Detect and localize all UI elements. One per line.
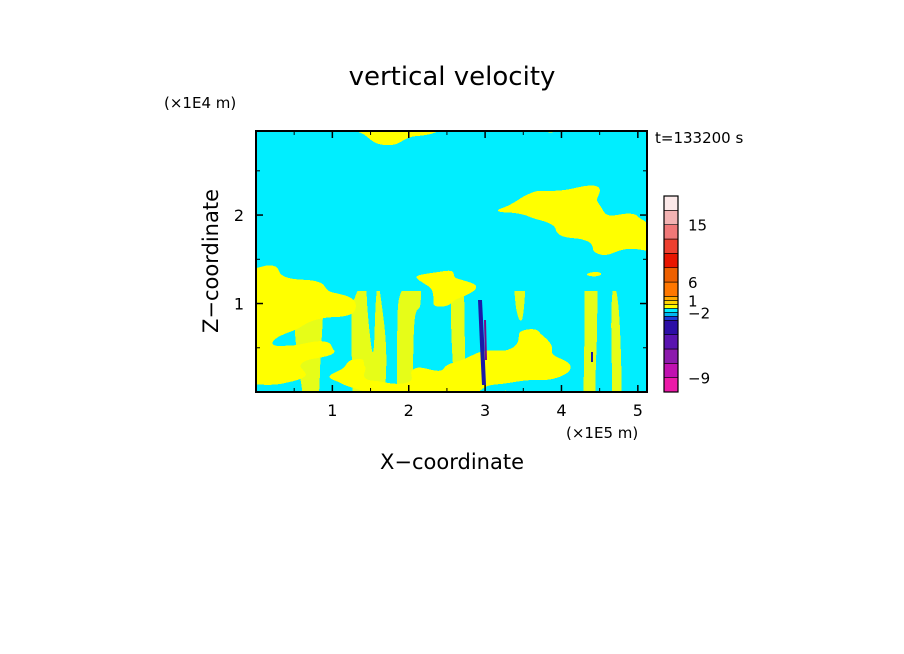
core-streak xyxy=(591,352,593,362)
field-positive-streaks xyxy=(256,291,647,392)
colorbar-level xyxy=(663,210,679,225)
x-scale-label: (×1E5 m) xyxy=(566,424,638,442)
x-tick-label: 5 xyxy=(633,401,643,420)
colorbar-level xyxy=(663,319,679,335)
colorbar-level xyxy=(663,281,679,297)
y-tick-label: 2 xyxy=(234,206,244,225)
time-label: t=133200 s xyxy=(655,129,743,147)
colorbar-level xyxy=(663,296,679,301)
colorbar-level xyxy=(663,316,679,321)
x-tick-label: 3 xyxy=(480,401,490,420)
colorbar-level xyxy=(663,334,679,350)
colorbar-level xyxy=(663,312,679,317)
colorbar-level xyxy=(663,308,679,313)
y-axis: 12 xyxy=(234,170,647,349)
core-streak xyxy=(478,300,486,385)
x-tick-label: 2 xyxy=(404,401,414,420)
x-axis: 1 2 3 4 5 xyxy=(293,131,643,420)
y-axis-label: Z−coordinate xyxy=(199,189,223,333)
x-axis-label: X−coordinate xyxy=(380,450,524,474)
colorbar-label: 15 xyxy=(688,217,707,235)
colorbar-label: −9 xyxy=(688,370,710,388)
colorbar-level xyxy=(663,195,679,211)
colorbar-level xyxy=(663,253,679,269)
colorbar-label: 1 xyxy=(688,292,698,310)
colorbar-level xyxy=(663,267,679,283)
colorbar: −9 −216 15 xyxy=(663,195,710,393)
chart-title: vertical velocity xyxy=(349,62,556,92)
x-tick-label: 1 xyxy=(327,401,337,420)
plot-frame xyxy=(255,130,648,393)
colorbar-level xyxy=(663,348,679,364)
colorbar-level xyxy=(663,304,679,309)
x-tick-label: 4 xyxy=(556,401,566,420)
colorbar-level xyxy=(663,224,679,240)
colorbar-label: 6 xyxy=(688,274,698,292)
y-tick-label: 1 xyxy=(234,295,244,314)
strong-negative-core xyxy=(478,300,593,385)
colorbar-frame xyxy=(663,195,679,393)
y-scale-label: (×1E4 m) xyxy=(164,94,236,112)
colorbar-level xyxy=(663,363,679,378)
colorbar-label: −2 xyxy=(688,304,710,322)
plot-area xyxy=(255,130,648,393)
colorbar-level xyxy=(663,238,679,254)
colorbar-level xyxy=(663,300,679,305)
colorbar-level xyxy=(663,377,679,393)
core-streak xyxy=(484,320,487,360)
